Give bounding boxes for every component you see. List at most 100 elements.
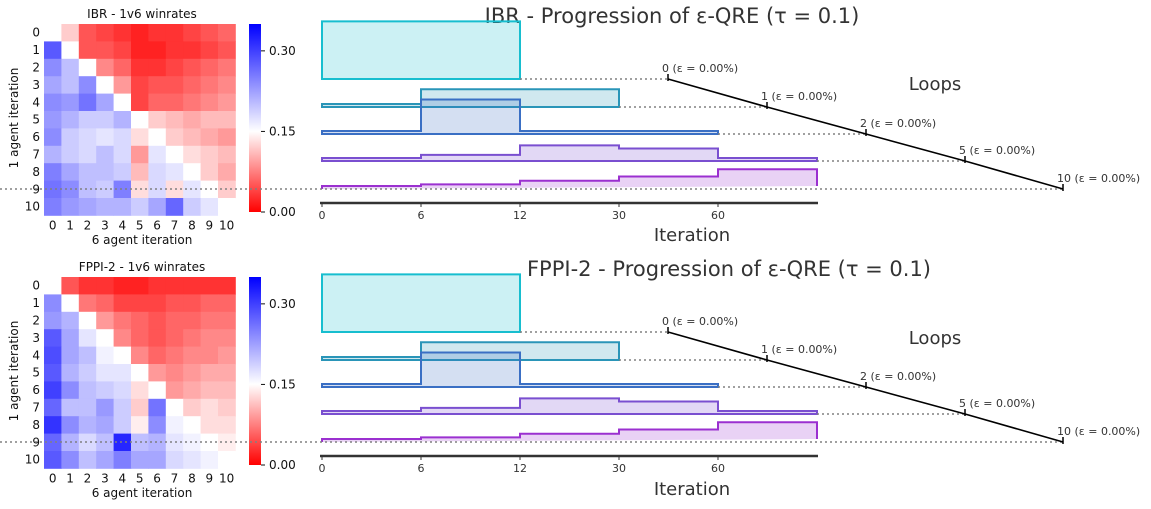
heatmap-cell xyxy=(113,451,132,469)
heatmap-cell xyxy=(218,277,236,295)
x-tick-label: 60 xyxy=(711,462,725,475)
heatmap-cell xyxy=(113,24,132,42)
heatmap-cell xyxy=(165,111,184,129)
heatmap-cell xyxy=(165,93,184,112)
x-tick-label: 60 xyxy=(711,209,725,222)
heatmap-cell xyxy=(96,346,114,365)
heatmap-cell xyxy=(218,198,236,216)
heatmap-cell xyxy=(61,145,80,164)
heatmap-cell xyxy=(148,198,167,216)
x-tick-label: 0 xyxy=(319,462,326,475)
heatmap-cell xyxy=(44,433,62,452)
heatmap-cell xyxy=(96,329,114,347)
colorbar: 0.00 0.15 0.30 xyxy=(249,277,296,472)
epsilon-label: 2 (ε = 0.00%) xyxy=(860,117,936,130)
y-tick-label: 1 xyxy=(32,296,40,310)
heatmap-cell xyxy=(96,93,114,112)
heatmap-cell xyxy=(61,24,80,42)
x-tick-label: 9 xyxy=(205,471,213,485)
y-tick-label: 0 xyxy=(32,279,40,293)
heatmap-cell xyxy=(96,111,114,129)
heatmap-cell xyxy=(183,433,201,452)
heatmap-cell xyxy=(96,198,114,216)
heatmap-cell xyxy=(61,41,80,60)
heatmap-cell xyxy=(44,58,62,77)
loop-area-5 xyxy=(321,144,818,162)
heatmap-cell xyxy=(148,398,167,417)
panel-ibr: IBR - 1v6 winrates 001122334455667788991… xyxy=(0,4,1140,247)
heatmap-cell xyxy=(218,346,236,365)
heatmap-cell xyxy=(183,24,201,42)
heatmap-cell xyxy=(131,433,149,452)
heatmap-cell xyxy=(61,128,80,147)
epsilon-label: 1 (ε = 0.00%) xyxy=(761,343,837,356)
heatmap-cell xyxy=(44,311,62,330)
heatmap-cell xyxy=(148,93,167,112)
heatmap-cell xyxy=(148,311,167,330)
heatmap-cell xyxy=(148,180,167,199)
colorbar-tick-label: 0.30 xyxy=(269,297,296,311)
heatmap-cell xyxy=(113,433,132,452)
heatmap-cell xyxy=(131,128,149,147)
heatmap-cell xyxy=(96,58,114,77)
heatmap-cell xyxy=(131,198,149,216)
heatmap-cell xyxy=(218,329,236,347)
y-tick-label: 8 xyxy=(32,165,40,179)
x-tick-label: 9 xyxy=(205,218,213,232)
heatmap-cell xyxy=(200,111,219,129)
heatmap-cell xyxy=(96,128,114,147)
heatmap-cell xyxy=(113,93,132,112)
heatmap-cell xyxy=(61,451,80,469)
x-axis-label: Iteration xyxy=(654,225,730,246)
heatmap-cell xyxy=(200,163,219,181)
heatmap-cell xyxy=(183,364,201,382)
heatmap-cell xyxy=(78,198,97,216)
epsilon-progression-line xyxy=(667,78,1064,190)
heatmap-cell xyxy=(44,163,62,181)
heatmap-cell xyxy=(200,433,219,452)
heatmap-cell xyxy=(131,93,149,112)
panel-fppi2: FPPI-2 - 1v6 winrates 001122334455667788… xyxy=(0,257,1140,500)
heatmap-cell xyxy=(148,277,167,295)
heatmap-cell xyxy=(78,311,97,330)
heatmap-cell xyxy=(44,24,62,42)
heatmap-cell xyxy=(183,381,201,400)
heatmap-cell xyxy=(183,198,201,216)
heatmap-cell xyxy=(183,277,201,295)
epsilon-label: 1 (ε = 0.00%) xyxy=(761,90,837,103)
heatmap-ylabel: 1 agent iteration xyxy=(7,68,21,169)
heatmap-cell xyxy=(78,58,97,77)
heatmap-cell xyxy=(131,111,149,129)
heatmap-cell xyxy=(78,41,97,60)
heatmap-cell xyxy=(165,41,184,60)
heatmap-cell xyxy=(148,451,167,469)
heatmap-cell xyxy=(148,294,167,313)
heatmap-cell xyxy=(113,180,132,199)
heatmap-cell xyxy=(78,24,97,42)
heatmap-cell xyxy=(78,76,97,94)
heatmap-cell xyxy=(78,451,97,469)
progression-chart: 0 (ε = 0.00%) 1 (ε = 0.00%) 2 (ε = 0.00%) 5… xyxy=(0,20,1140,222)
x-tick-label: 0 xyxy=(49,218,57,232)
heatmap-cell xyxy=(148,433,167,452)
y-tick-label: 10 xyxy=(25,453,40,467)
heatmap-cell xyxy=(200,381,219,400)
heatmap-cell xyxy=(183,416,201,434)
x-tick-label: 12 xyxy=(513,462,527,475)
heatmap-cell xyxy=(61,93,80,112)
heatmap-cell xyxy=(200,93,219,112)
heatmap-cell xyxy=(148,41,167,60)
heatmap-cell xyxy=(218,76,236,94)
heatmap-cell xyxy=(183,145,201,164)
heatmap-cell xyxy=(113,398,132,417)
heatmap-cell xyxy=(165,416,184,434)
loop-area-2 xyxy=(321,351,719,388)
heatmap-cell xyxy=(113,329,132,347)
x-tick-label: 30 xyxy=(612,209,626,222)
loop-area-10 xyxy=(321,168,818,189)
loops-annotation: Loops xyxy=(909,328,962,349)
heatmap-cell xyxy=(148,163,167,181)
x-tick-label: 1 xyxy=(66,218,74,232)
heatmap-cell xyxy=(113,381,132,400)
heatmap-cell xyxy=(165,381,184,400)
